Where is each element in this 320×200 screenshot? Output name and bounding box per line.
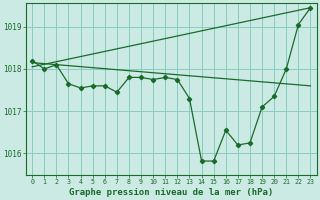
X-axis label: Graphe pression niveau de la mer (hPa): Graphe pression niveau de la mer (hPa) [69,188,274,197]
